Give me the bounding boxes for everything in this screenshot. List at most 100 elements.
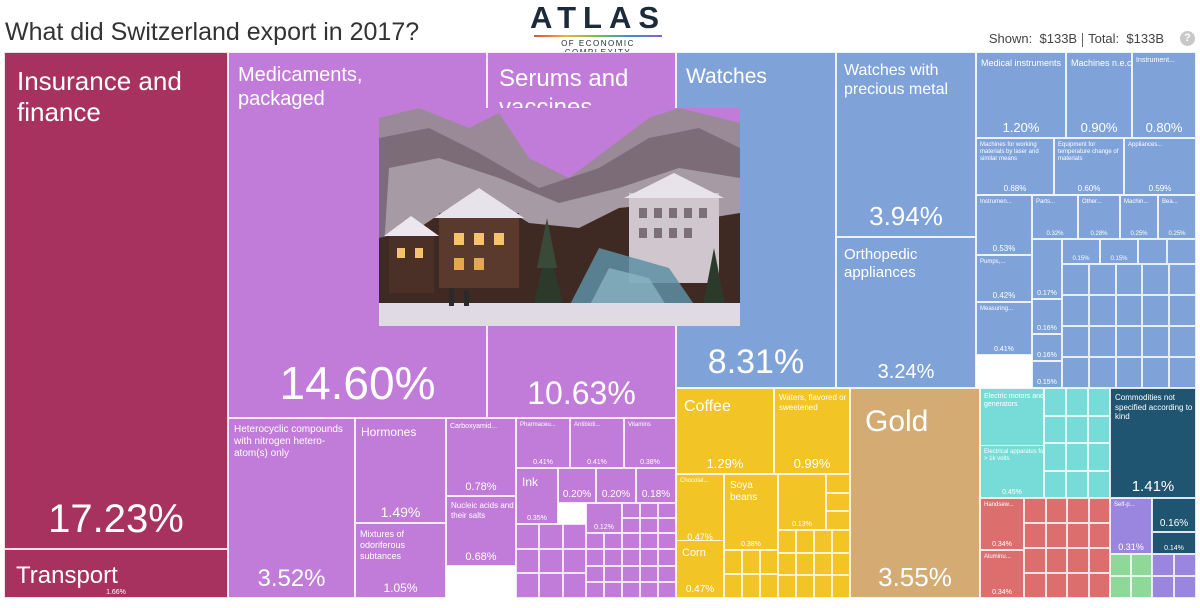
treemap-tile[interactable]: 0.13% (778, 474, 826, 530)
treemap-small-tile[interactable] (1088, 264, 1116, 295)
treemap-tile[interactable]: Machin... 0.25% (1120, 195, 1158, 239)
treemap-tile[interactable]: Nucleic acids and their salts 0.68% (446, 496, 516, 566)
treemap-small-tile[interactable] (826, 511, 850, 530)
treemap-tile[interactable]: Gold 3.55% (850, 388, 980, 598)
treemap-small-tile[interactable] (1167, 239, 1196, 264)
treemap-tile[interactable]: Chocolat... 0.47% (676, 474, 724, 544)
treemap-tile[interactable]: Instrumen... 0.53% (976, 195, 1032, 255)
treemap-small-tile[interactable] (1088, 498, 1110, 523)
treemap-tile[interactable]: 0.15% (1032, 361, 1062, 388)
treemap-small-tile[interactable] (604, 565, 622, 582)
treemap-small-tile[interactable] (539, 573, 563, 598)
treemap-small-tile[interactable] (1024, 523, 1046, 548)
treemap-small-tile[interactable] (1067, 498, 1089, 523)
treemap-small-tile[interactable] (1024, 498, 1046, 523)
treemap-tile[interactable]: Machines for working materials by laser … (976, 138, 1054, 195)
treemap-small-tile[interactable] (778, 552, 796, 576)
treemap-small-tile[interactable] (622, 565, 640, 582)
treemap-small-tile[interactable] (796, 552, 814, 576)
treemap-small-tile[interactable] (814, 552, 832, 576)
treemap-tile[interactable]: 0.16% (1152, 498, 1196, 532)
treemap-small-tile[interactable] (1045, 523, 1067, 548)
treemap-tile[interactable]: Mixtures of odoriferous subtances 1.05% (355, 523, 446, 598)
treemap-small-tile[interactable] (1138, 239, 1167, 264)
treemap-tile[interactable]: 0.18% (636, 468, 676, 503)
treemap-small-tile[interactable] (586, 565, 604, 582)
treemap-small-tile[interactable] (1169, 295, 1196, 326)
treemap-tile[interactable]: Equipment for temperature change of mate… (1054, 138, 1124, 195)
treemap-tile[interactable]: Pharmaceu... 0.41% (516, 418, 570, 468)
treemap-small-tile[interactable] (1088, 295, 1116, 326)
treemap-small-tile[interactable] (622, 581, 640, 598)
treemap-tile[interactable]: 0.14% (1152, 532, 1196, 554)
treemap-tile[interactable]: Pumps,... 0.42% (976, 255, 1032, 302)
treemap-tile[interactable]: 0.15% (1062, 239, 1100, 264)
treemap-small-tile[interactable] (1045, 573, 1067, 598)
treemap-small-tile[interactable] (1169, 326, 1196, 357)
treemap-tile[interactable]: Soya beans 0.38% (724, 474, 778, 550)
treemap-tile[interactable]: Parts... 0.32% (1032, 195, 1078, 239)
treemap-small-tile[interactable] (1067, 523, 1089, 548)
treemap-small-tile[interactable] (1088, 443, 1110, 471)
treemap-small-tile[interactable] (516, 524, 540, 549)
treemap-small-tile[interactable] (1088, 470, 1110, 498)
treemap-small-tile[interactable] (1067, 573, 1089, 598)
treemap-small-tile[interactable] (1066, 415, 1088, 443)
treemap-tile[interactable]: Watches with precious metal 3.94% (836, 52, 976, 237)
treemap-small-tile[interactable] (1110, 576, 1131, 598)
treemap-small-tile[interactable] (622, 549, 640, 566)
treemap-small-tile[interactable] (604, 549, 622, 566)
treemap-tile[interactable]: Other... 0.28% (1078, 195, 1120, 239)
treemap-tile[interactable]: Instrument... 0.80% (1132, 52, 1196, 138)
treemap-small-tile[interactable] (1062, 264, 1089, 295)
treemap-small-tile[interactable] (742, 550, 760, 574)
treemap-small-tile[interactable] (640, 533, 658, 550)
treemap-small-tile[interactable] (814, 575, 832, 598)
treemap-small-tile[interactable] (622, 518, 640, 533)
treemap-small-tile[interactable] (622, 533, 640, 550)
treemap-small-tile[interactable] (1062, 326, 1089, 357)
treemap-tile[interactable]: Machines n.e.c. 0.90% (1066, 52, 1132, 138)
treemap-small-tile[interactable] (640, 518, 658, 533)
treemap-small-tile[interactable] (622, 503, 640, 518)
treemap-tile[interactable]: Antibioti... 0.41% (570, 418, 624, 468)
treemap-small-tile[interactable] (778, 575, 796, 598)
treemap-small-tile[interactable] (562, 524, 586, 549)
treemap-tile[interactable]: Carboxyamid... 0.78% (446, 418, 516, 496)
treemap-small-tile[interactable] (1044, 470, 1066, 498)
treemap-tile[interactable]: Orthopedic appliances 3.24% (836, 237, 976, 388)
treemap-small-tile[interactable] (760, 550, 778, 574)
treemap-small-tile[interactable] (586, 581, 604, 598)
treemap-small-tile[interactable] (742, 574, 760, 598)
treemap-small-tile[interactable] (658, 565, 676, 582)
treemap-small-tile[interactable] (658, 533, 676, 550)
help-icon[interactable]: ? (1180, 31, 1195, 46)
treemap-small-tile[interactable] (586, 533, 604, 550)
treemap-small-tile[interactable] (1066, 443, 1088, 471)
treemap-small-tile[interactable] (1174, 576, 1196, 598)
treemap-tile[interactable]: Transport 1.66% (4, 549, 228, 598)
treemap-small-tile[interactable] (539, 524, 563, 549)
treemap-tile[interactable]: 0.16% (1032, 334, 1062, 361)
treemap-tile[interactable]: Ink 0.35% (516, 468, 558, 524)
treemap-small-tile[interactable] (1024, 548, 1046, 573)
treemap-small-tile[interactable] (1024, 573, 1046, 598)
treemap-small-tile[interactable] (1066, 470, 1088, 498)
treemap-small-tile[interactable] (760, 574, 778, 598)
treemap-small-tile[interactable] (516, 573, 540, 598)
treemap-tile[interactable]: Bea... 0.25% (1158, 195, 1196, 239)
treemap-tile[interactable]: 0.17% (1032, 239, 1062, 299)
treemap-tile[interactable]: Vitamins 0.38% (624, 418, 676, 468)
treemap-tile[interactable]: Hormones 1.49% (355, 418, 446, 523)
treemap-small-tile[interactable] (640, 581, 658, 598)
treemap-small-tile[interactable] (1088, 573, 1110, 598)
treemap-tile[interactable]: 0.12% (586, 503, 622, 533)
treemap-small-tile[interactable] (1088, 326, 1116, 357)
treemap-tile[interactable]: Measuring... 0.41% (976, 302, 1032, 355)
treemap-small-tile[interactable] (1142, 295, 1170, 326)
treemap-small-tile[interactable] (1044, 443, 1066, 471)
treemap-small-tile[interactable] (826, 474, 850, 493)
treemap-small-tile[interactable] (1066, 388, 1088, 416)
treemap-small-tile[interactable] (1174, 554, 1196, 576)
treemap-small-tile[interactable] (562, 548, 586, 574)
